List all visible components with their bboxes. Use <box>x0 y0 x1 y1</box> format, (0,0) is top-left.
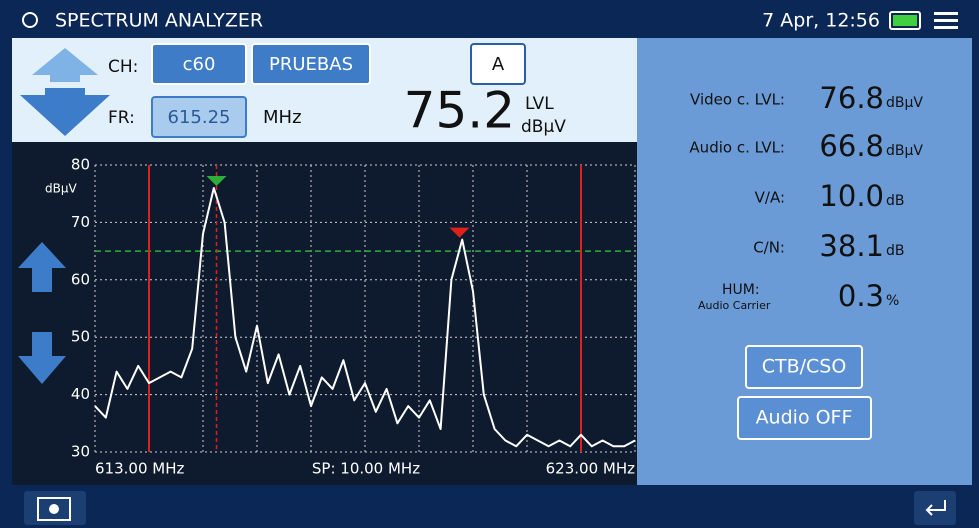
battery-level <box>893 15 917 26</box>
measure-unit: dBµV <box>886 143 923 159</box>
battery <box>889 11 921 30</box>
menu-icon[interactable] <box>934 12 958 29</box>
channel-down[interactable] <box>20 88 110 136</box>
app-icon <box>22 12 38 28</box>
datetime: 7 Apr, 12:56 <box>762 10 880 32</box>
frequency-field[interactable] <box>151 96 247 138</box>
measure-unit: % <box>886 293 899 309</box>
frequency: 615.25 <box>168 107 231 128</box>
spectrum-plot: 30 40 50 60 70 80 dBµV 613.00 MHz SP: 10.00 MHz 6… <box>45 156 636 478</box>
measure-label: C/N: <box>753 239 785 257</box>
measure-label: V/A: <box>755 189 785 207</box>
measure-sublabel: Audio Carrier <box>698 299 771 312</box>
measure-value: 66.8 <box>819 129 884 163</box>
channel-up[interactable] <box>32 48 98 82</box>
spectrum-panel <box>12 142 637 485</box>
screenshot-button[interactable] <box>24 491 86 525</box>
spectrum-trace <box>94 187 636 448</box>
measure-unit: dB <box>886 243 905 259</box>
span-label: SP: 10.00 MHz <box>312 460 420 478</box>
frequency-unit: MHz <box>263 107 302 128</box>
y-tick-label: 80 <box>71 156 90 174</box>
ctb-cso-text: CTB/CSO <box>762 356 847 378</box>
audio-off-text: Audio OFF <box>756 407 853 429</box>
plan-button[interactable] <box>251 43 371 85</box>
measure-label: HUM: <box>722 282 760 298</box>
x-start-label: 613.00 MHz <box>95 460 184 478</box>
measure-label: Video c. LVL: <box>690 91 785 109</box>
fr-label: FR: <box>108 108 135 128</box>
y-tick-label: 40 <box>71 385 90 403</box>
y-unit: dBµV <box>45 182 77 196</box>
level-down[interactable] <box>18 332 66 384</box>
measure-unit: dB <box>886 193 905 209</box>
level-unit: dBµV <box>521 117 566 137</box>
mode: A <box>492 54 505 75</box>
ch-label: CH: <box>108 57 138 77</box>
measure-value: 38.1 <box>819 229 884 263</box>
measure-label: Audio c. LVL: <box>689 139 785 157</box>
ctb-cso-button[interactable] <box>745 345 863 389</box>
y-tick-label: 70 <box>71 213 90 231</box>
measure-value: 76.8 <box>819 81 884 115</box>
back-button[interactable] <box>914 491 956 525</box>
y-tick-label: 30 <box>71 443 90 461</box>
level: 75.2 <box>404 82 515 140</box>
y-tick-label: 60 <box>71 270 90 288</box>
measure-value: 0.3 <box>838 279 884 313</box>
app-title: SPECTRUM ANALYZER <box>55 10 263 32</box>
x-end-label: 623.00 MHz <box>546 460 635 478</box>
measure-value: 10.0 <box>819 179 884 213</box>
peak-marker <box>206 175 227 186</box>
mode-button[interactable] <box>470 43 526 85</box>
audio-off-button[interactable] <box>737 396 872 440</box>
level-label: LVL <box>525 94 554 114</box>
level-up[interactable] <box>18 242 66 292</box>
channel-button[interactable] <box>151 43 247 85</box>
y-tick-label: 50 <box>71 328 90 346</box>
plan: PRUEBAS <box>269 54 353 75</box>
channel: c60 <box>183 54 216 75</box>
measure-unit: dBµV <box>886 95 923 111</box>
peak-marker <box>449 227 470 238</box>
